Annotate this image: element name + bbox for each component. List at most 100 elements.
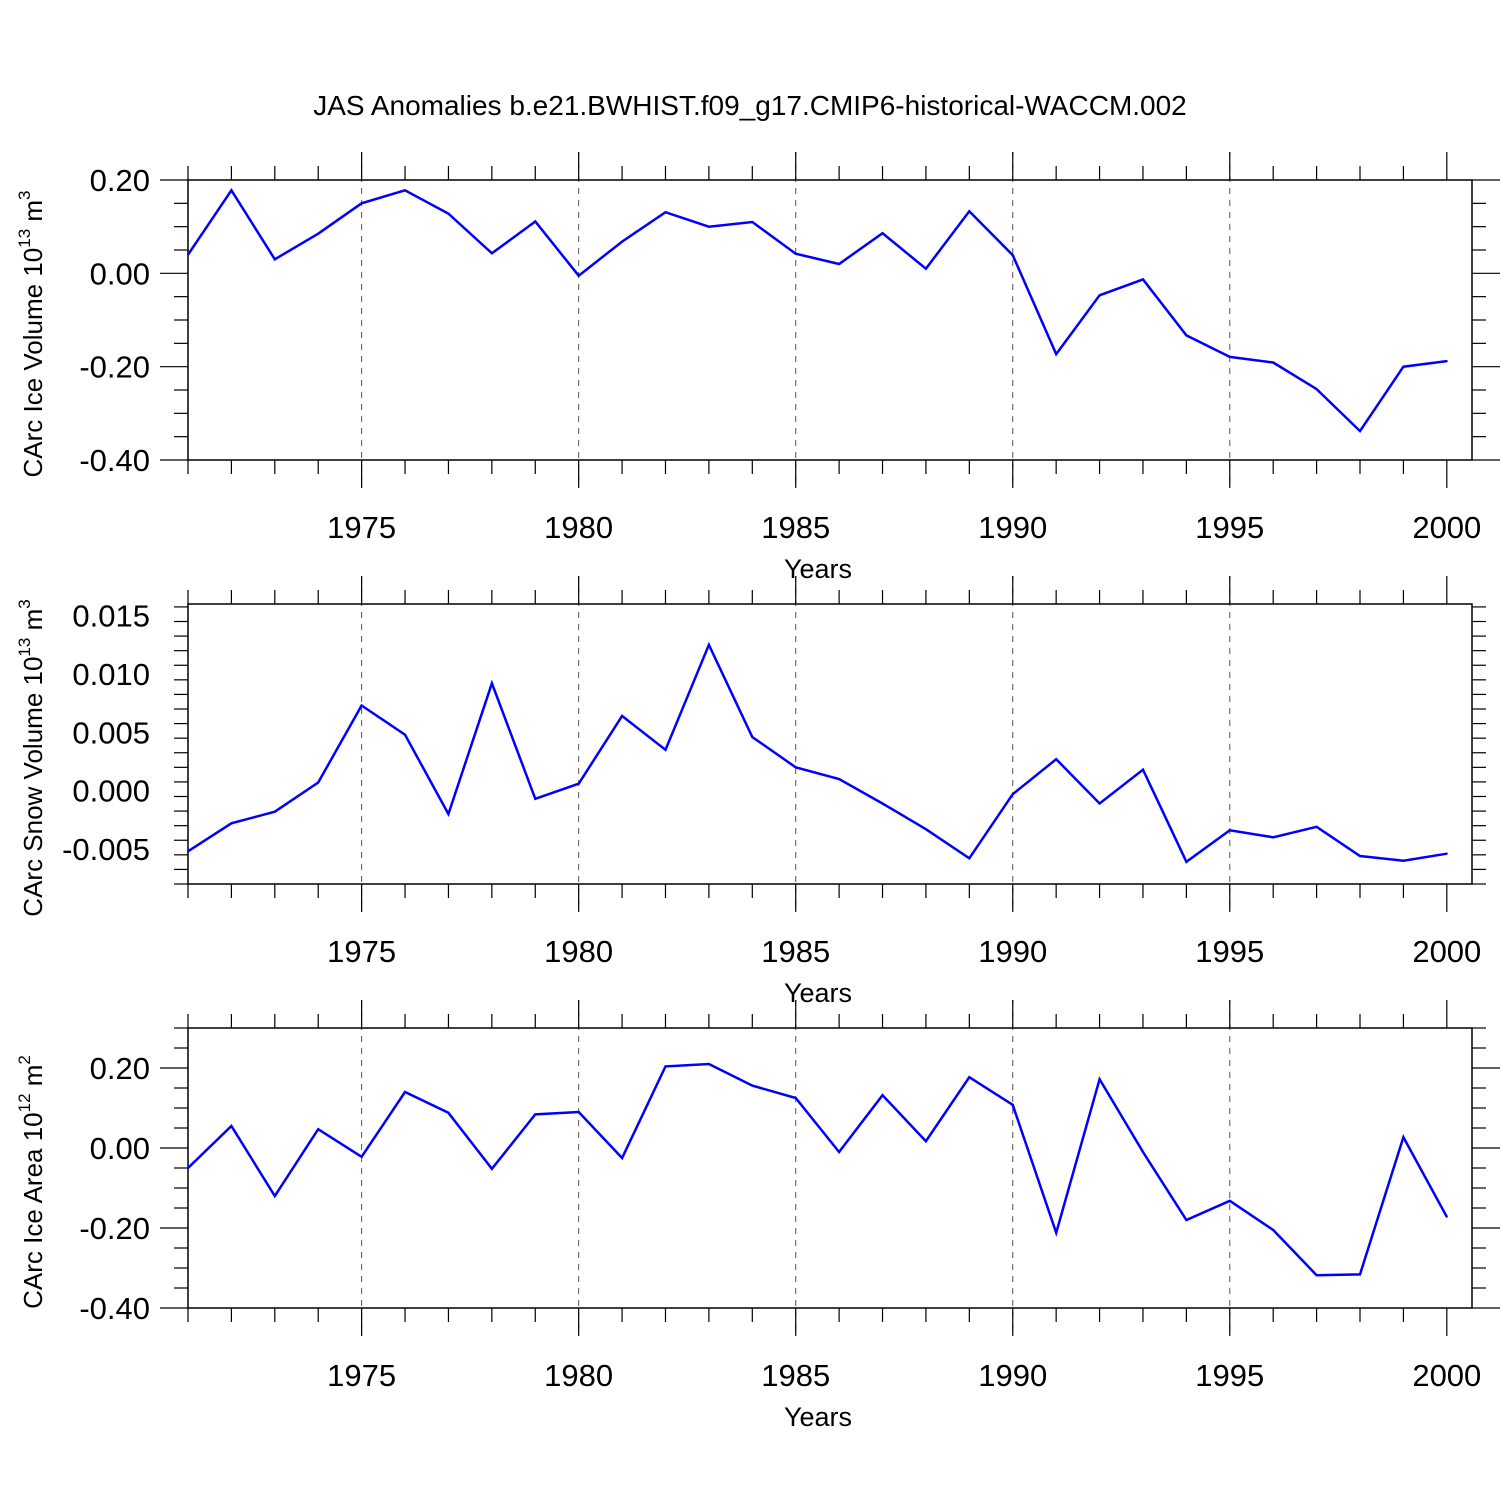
data-point [751,221,754,223]
data-point [1402,859,1405,862]
data-point [1098,1078,1101,1081]
data-point [1359,430,1362,433]
data-point [664,748,667,751]
x-tick-label: 1995 [1195,934,1264,969]
figure-title: JAS Anomalies b.e21.BWHIST.f09_g17.CMIP6… [313,90,1187,121]
data-point [1011,1103,1014,1106]
data-point [1141,768,1144,771]
data-point [230,822,233,825]
x-tick-label: 1975 [327,1358,396,1393]
x-tick-label: 1975 [327,510,396,545]
x-tick-label: 1990 [978,1358,1047,1393]
data-point [273,810,276,813]
x-tick-label: 1995 [1195,510,1264,545]
y-tick-label: 0.20 [90,163,150,198]
data-point [1011,254,1014,257]
data-point [404,733,407,736]
chart-panel-1: -0.40 -0.20 0.00 0.20 1975 1980 1985 1990 1995 20… [15,152,1500,584]
x-tick-label: 1980 [544,510,613,545]
data-point [707,225,710,228]
data-point [317,1128,320,1131]
y-tick-label: -0.20 [79,1211,150,1246]
data-point [924,1140,927,1143]
data-point [1315,388,1318,391]
data-point [1141,278,1144,281]
data-point [360,704,363,707]
data-point [968,210,971,213]
x-axis-label: Years [784,554,852,584]
data-series-line [186,188,1447,434]
y-tick-label: 0.015 [72,599,150,634]
data-point [360,1155,363,1158]
data-point [490,252,493,255]
data-point [838,263,841,265]
data-point [621,715,624,717]
data-point [968,1076,971,1079]
data-point [1272,1229,1275,1231]
y-tick-label: -0.40 [79,1291,150,1326]
data-point [534,220,537,223]
data-point [490,1167,493,1170]
y-tick-label: 0.00 [90,1131,150,1166]
data-point [187,253,189,256]
x-tick-label: 1985 [761,510,830,545]
data-point [1098,294,1101,297]
data-point [360,202,363,205]
data-point [707,1063,710,1065]
data-point [534,797,537,800]
data-point [1228,1199,1231,1202]
chart-panel-2: -0.005 0.000 0.005 0.010 0.015 1975 1980 1985 19… [15,576,1486,1008]
data-point [751,1084,754,1087]
x-tick-label: 2000 [1412,934,1481,969]
data-point [577,782,580,785]
x-axis-label: Years [784,1402,852,1432]
data-point [1445,852,1448,855]
data-point [968,857,971,860]
data-point [534,1113,537,1116]
x-tick-label: 1995 [1195,1358,1264,1393]
x-axis-label: Years [784,978,852,1008]
x-tick-label: 1980 [544,1358,613,1393]
data-point [317,232,320,235]
data-point [1359,1273,1362,1276]
data-point [751,736,754,738]
data-point [187,1167,189,1169]
data-point [794,1097,797,1099]
data-point [230,189,233,192]
plot-frame [187,179,1473,461]
y-axis-label: CArc Ice Area 1012 m2 [15,1055,48,1309]
data-point [1141,1151,1144,1153]
chart-panel-3: -0.40 -0.20 0.00 0.20 1975 1980 1985 1990 1995 20… [15,1000,1500,1432]
data-point [1228,355,1231,358]
x-tick-label: 1990 [978,510,1047,545]
x-tick-label: 2000 [1412,510,1481,545]
data-point [1185,1219,1188,1221]
data-point [447,1111,450,1114]
data-point [317,781,320,784]
y-tick-label: -0.005 [62,832,150,867]
data-point [881,1094,884,1097]
y-tick-label: 0.010 [72,657,150,692]
x-tick-label: 1985 [761,1358,830,1393]
data-point [404,1091,407,1093]
data-point [404,189,407,192]
y-tick-label: 0.000 [72,774,150,809]
data-point [794,252,797,255]
data-point [1185,334,1188,337]
data-point [1228,829,1231,832]
data-series-line [187,1062,1448,1277]
data-point [924,828,927,831]
data-point [577,1111,580,1113]
plot-frame [187,603,1473,885]
data-point [1402,365,1405,368]
data-point [621,1157,624,1159]
data-point [1098,802,1101,805]
x-tick-label: 2000 [1412,1358,1481,1393]
data-point [838,1151,841,1153]
data-point [1315,1274,1318,1277]
data-point [273,1195,276,1197]
data-point [447,813,450,815]
data-point [924,267,927,270]
y-tick-label: 0.005 [72,715,150,750]
